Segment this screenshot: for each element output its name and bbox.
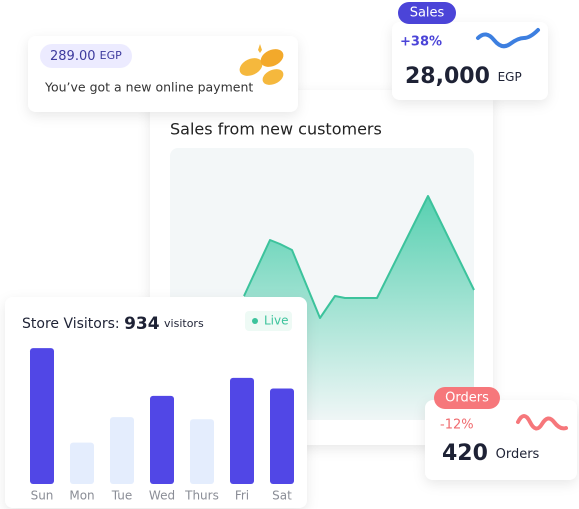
payment-message: You’ve got a new online payment [44,80,253,95]
coins [239,44,284,85]
x-tick-label: Wed [149,489,175,503]
live-dot [252,318,258,324]
count: 420 [442,441,488,466]
orders-card [425,400,577,480]
bar [190,419,214,484]
bar [30,348,54,484]
orders-badge: Orders [445,391,489,406]
area-line [243,195,475,319]
sales-squiggle [476,28,540,49]
orders-badge-bg [434,387,500,409]
x-tick-label: Mon [69,489,94,503]
amount: 28,000 [405,64,490,89]
orders-change: -12% [440,418,474,433]
amount-pill [40,44,132,68]
bar [110,417,134,484]
sales-change: +38% [400,35,442,50]
unit: Orders [496,447,540,462]
payment-amount: 289.00 EGP [50,49,122,64]
x-tick-label: Fri [235,489,249,503]
sales-badge-bg [398,2,456,24]
x-tick-label: Thurs [184,489,219,503]
x-tick-label: Tue [111,489,133,503]
currency: EGP [498,70,522,84]
visitors-heading: Store Visitors: 934 visitors [22,314,204,334]
sales-card [392,22,548,100]
count: 934 [124,314,160,334]
sales-amount: 28,000 EGP [405,64,522,89]
x-tick-label: Sat [272,489,292,503]
bar [150,395,174,484]
title: Store Visitors: [22,316,120,332]
orders-squiggle [516,414,568,431]
bar [230,377,254,484]
sales-badge: Sales [410,6,445,21]
live-label: Live [264,314,289,328]
x-tick-label: Sun [31,489,54,503]
bar-chart: Sun Mon Tue Wed Thurs Fri Sat [30,348,294,503]
unit: visitors [164,317,204,330]
sales-chart-title: Sales from new customers [170,120,382,139]
bar [70,442,94,484]
orders-count: 420 Orders [442,441,540,466]
bar [270,388,294,484]
currency: EGP [100,49,122,62]
live-pill [245,311,292,331]
amount: 289.00 [50,49,96,64]
